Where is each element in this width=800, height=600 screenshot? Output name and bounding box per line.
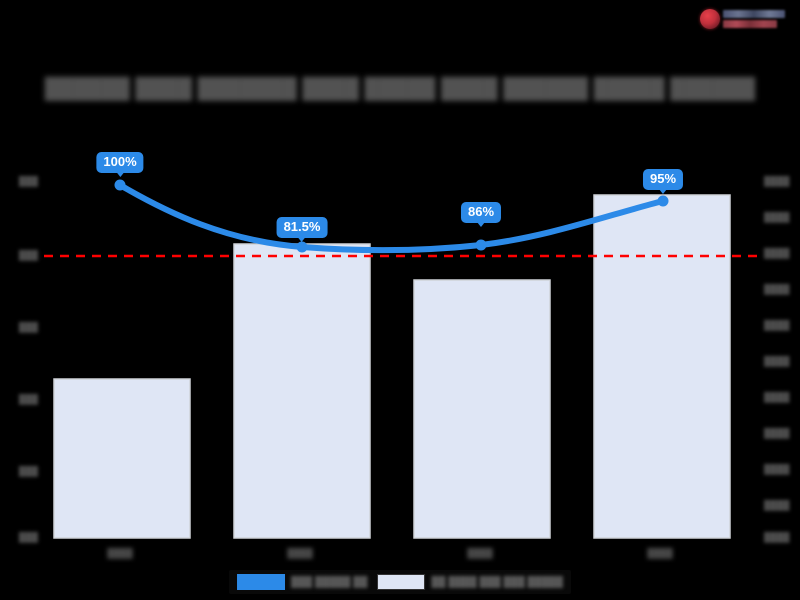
bar-3[interactable] xyxy=(413,279,551,539)
logo-wordmark xyxy=(723,10,785,28)
legend-label-line: ███ █████ ██ xyxy=(291,576,368,588)
legend-swatch-bar-icon xyxy=(377,574,426,590)
x-axis-label-2: ████ xyxy=(467,548,493,558)
left-axis-tick-4: ███ xyxy=(18,466,38,476)
right-axis-tick-4: ████ xyxy=(764,320,790,330)
legend-item-line[interactable]: ███ █████ ██ xyxy=(237,574,367,590)
line-marker-4[interactable] xyxy=(657,195,669,207)
line-markers xyxy=(114,179,669,253)
bar-2[interactable] xyxy=(233,243,371,539)
company-logo xyxy=(696,2,796,36)
left-axis-tick-1: ███ xyxy=(18,250,38,260)
data-label-0: 100% xyxy=(96,152,144,177)
left-axis-tick-2: ███ xyxy=(18,322,38,332)
x-axis-label-0: ████ xyxy=(107,548,133,558)
line-marker-2[interactable] xyxy=(296,241,308,253)
logo-text-line2 xyxy=(723,20,777,28)
right-axis-tick-8: ████ xyxy=(764,464,790,474)
x-axis-label-1: ████ xyxy=(287,548,313,558)
legend-item-bar[interactable]: ██ ████ ███ ███ █████ xyxy=(377,574,563,590)
chart-title: ██████ ████ ███████ ████ █████ ████ ████… xyxy=(44,78,756,100)
left-axis-tick-3: ███ xyxy=(18,394,38,404)
left-axis-tick-5: ███ xyxy=(18,532,38,542)
logo-text-line1 xyxy=(723,10,785,18)
plot-area xyxy=(38,175,758,543)
right-axis-tick-0: ████ xyxy=(764,176,790,186)
logo-mark-icon xyxy=(700,9,720,29)
right-axis-tick-2: ████ xyxy=(764,248,790,258)
right-axis-tick-7: ████ xyxy=(764,428,790,438)
line-marker-3[interactable] xyxy=(475,239,487,251)
left-axis-tick-0: ███ xyxy=(18,176,38,186)
right-axis-tick-3: ████ xyxy=(764,284,790,294)
data-label-1: 81.5% xyxy=(276,217,328,242)
chart-canvas xyxy=(38,179,758,539)
right-axis-tick-10: ████ xyxy=(764,532,790,542)
line-marker-1[interactable] xyxy=(114,179,126,191)
legend-label-bar: ██ ████ ███ ███ █████ xyxy=(431,576,563,588)
line-series-path xyxy=(117,182,666,254)
right-axis-tick-5: ████ xyxy=(764,356,790,366)
bar-4[interactable] xyxy=(593,194,731,539)
data-label-3: 95% xyxy=(642,169,684,194)
chart-legend: ███ █████ ██ ██ ████ ███ ███ █████ xyxy=(229,570,571,594)
data-label-2: 86% xyxy=(460,202,502,227)
right-axis-tick-6: ████ xyxy=(764,392,790,402)
bar-series xyxy=(53,194,731,539)
right-axis-tick-9: ████ xyxy=(764,500,790,510)
right-axis-tick-1: ████ xyxy=(764,212,790,222)
legend-swatch-line-icon xyxy=(237,574,286,590)
bar-1[interactable] xyxy=(53,378,191,539)
x-axis-label-3: ████ xyxy=(647,548,673,558)
